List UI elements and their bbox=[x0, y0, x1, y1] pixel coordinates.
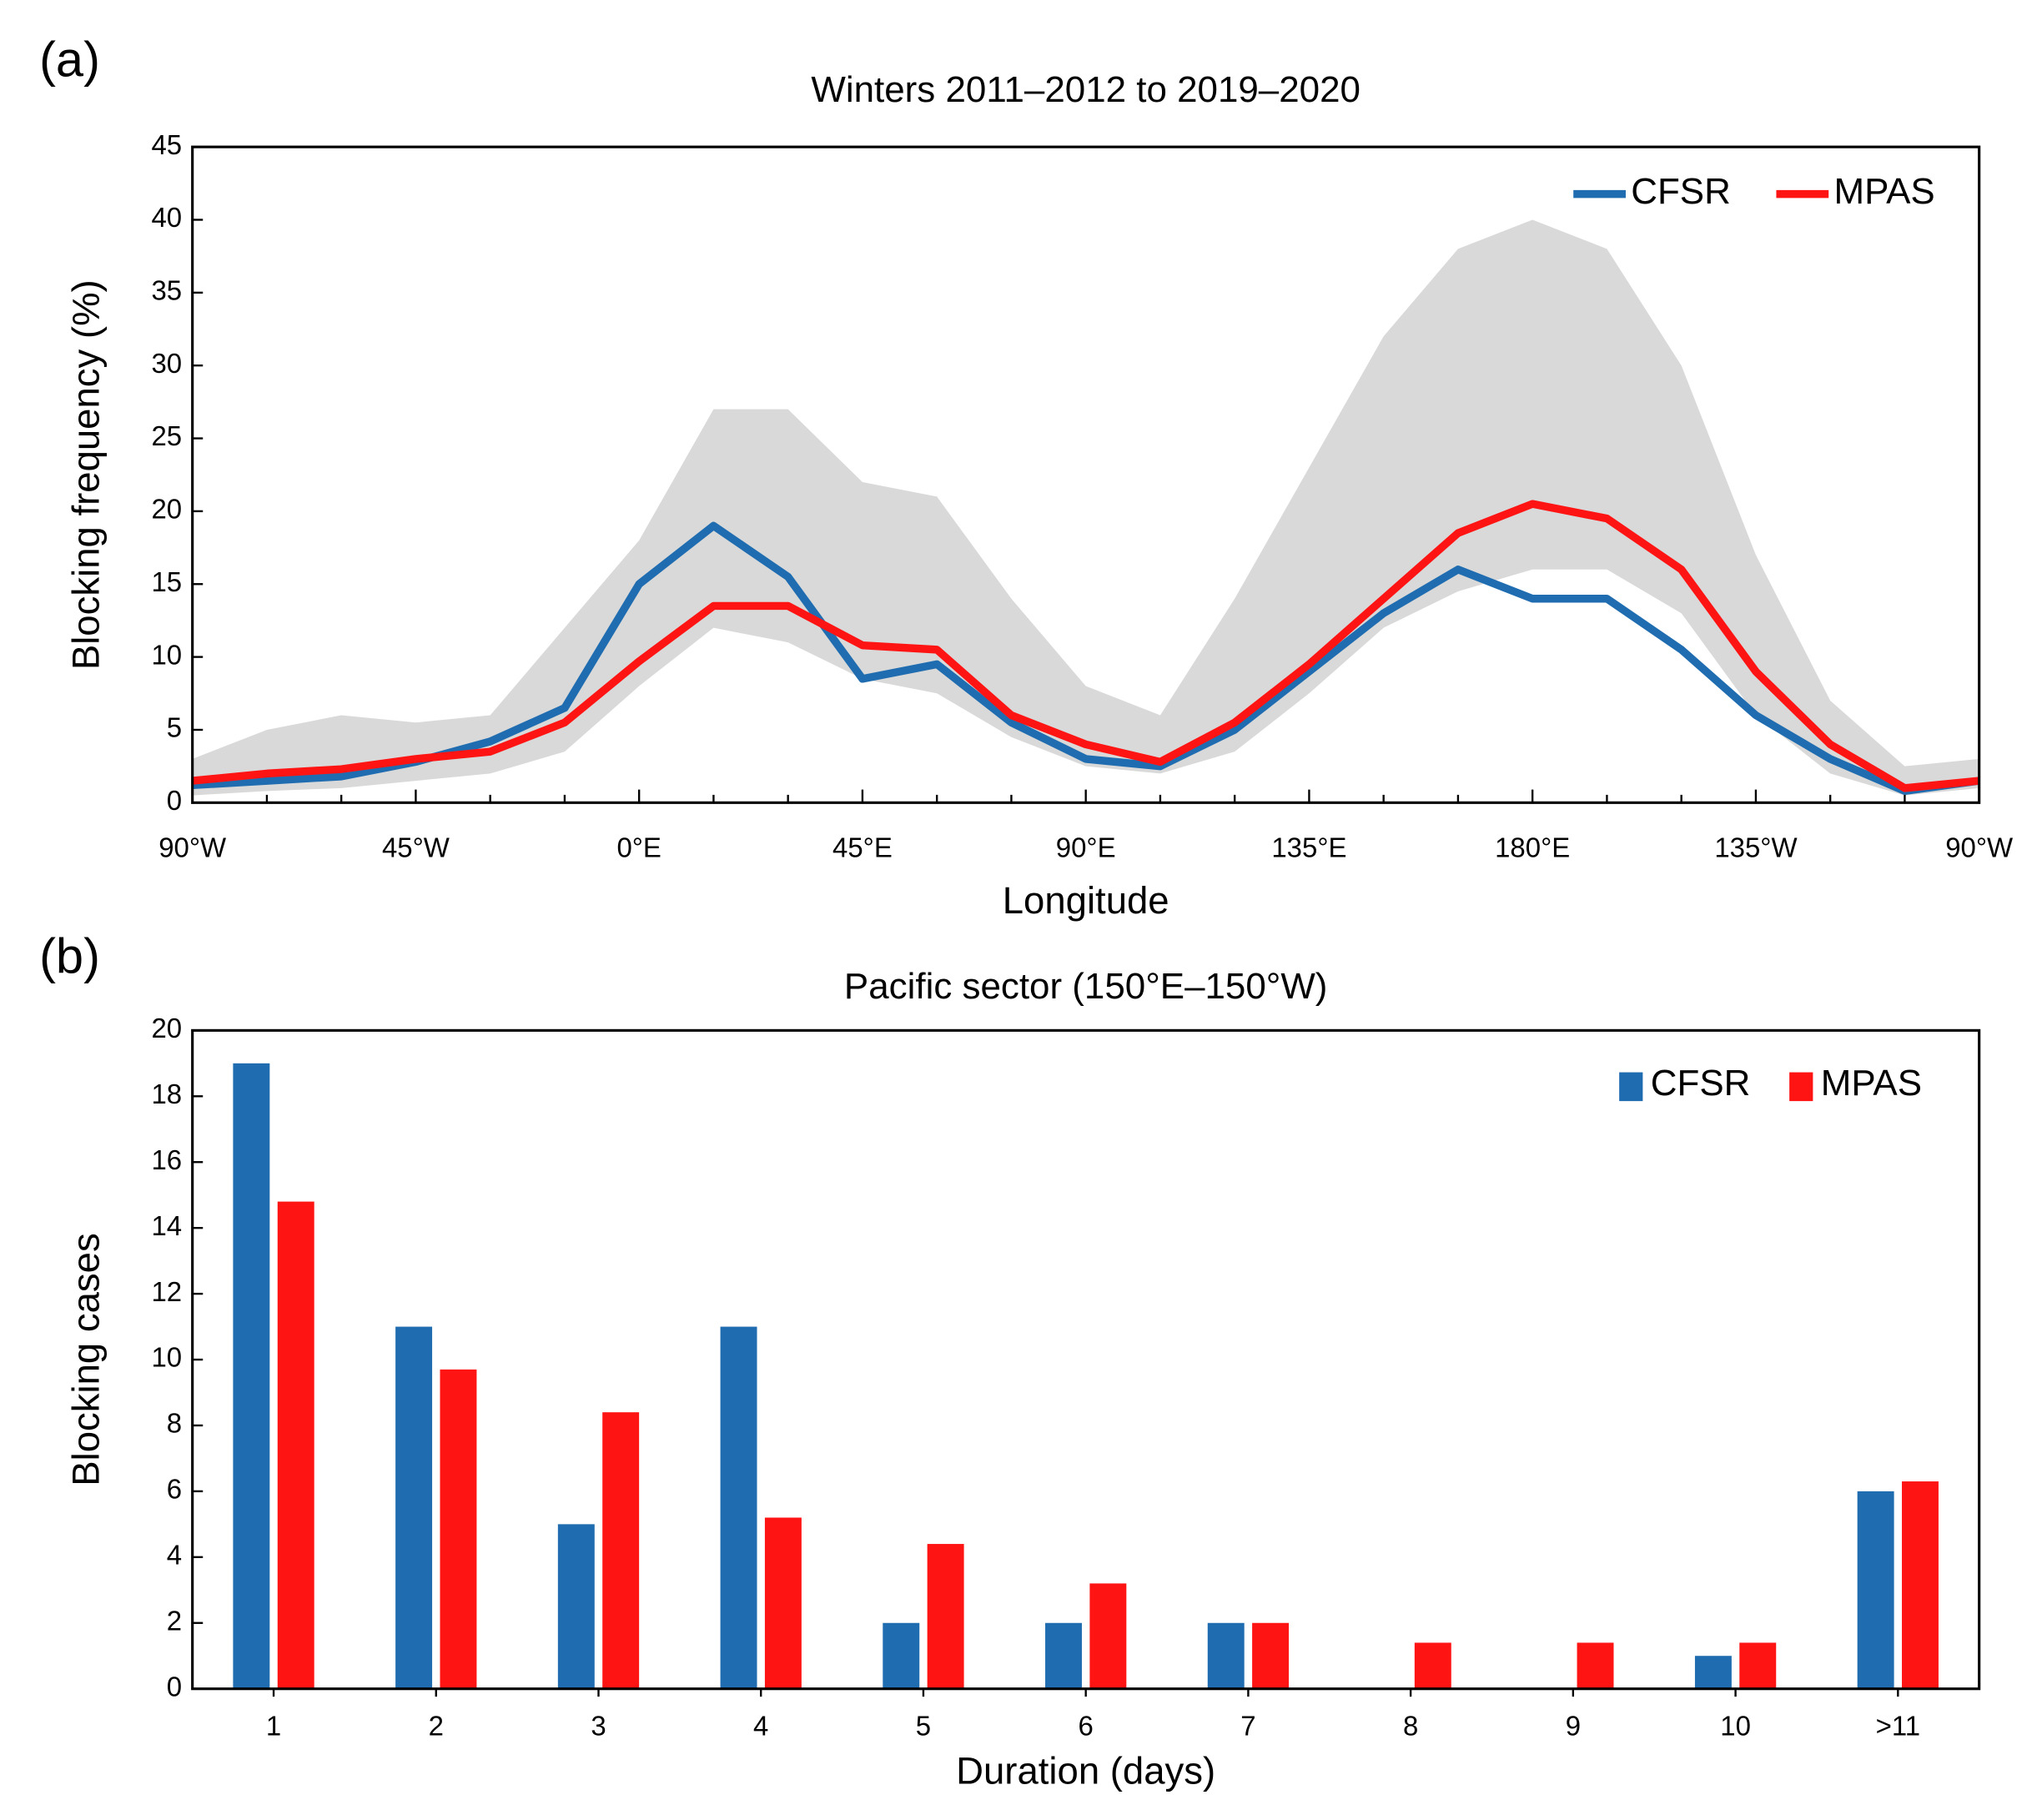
bar bbox=[1045, 1622, 1082, 1689]
bar bbox=[1694, 1656, 1732, 1689]
legend-swatch bbox=[1789, 1072, 1813, 1102]
x-axis-label: Longitude bbox=[1003, 879, 1169, 922]
x-tick-label: 4 bbox=[753, 1710, 768, 1741]
x-tick-label: 3 bbox=[591, 1710, 606, 1741]
y-tick-label: 0 bbox=[167, 1671, 182, 1702]
y-tick-label: 4 bbox=[167, 1540, 182, 1571]
x-tick-label: 135°W bbox=[1714, 832, 1797, 863]
bar bbox=[440, 1369, 477, 1689]
bar bbox=[1252, 1622, 1290, 1689]
y-tick-label: 10 bbox=[151, 639, 182, 670]
bar bbox=[927, 1544, 964, 1689]
legend-label: MPAS bbox=[1821, 1063, 1922, 1104]
bar bbox=[1902, 1481, 1939, 1689]
bar bbox=[277, 1201, 314, 1689]
x-tick-label: 7 bbox=[1240, 1710, 1255, 1741]
y-tick-label: 0 bbox=[167, 785, 182, 816]
plot-frame bbox=[191, 1028, 1981, 1691]
panel-label: (b) bbox=[39, 928, 100, 983]
bar bbox=[1207, 1622, 1245, 1689]
y-tick-label: 25 bbox=[151, 420, 182, 451]
chart-title: Pacific sector (150°E–150°W) bbox=[844, 966, 1328, 1007]
x-tick-label: >11 bbox=[1876, 1710, 1920, 1741]
legend-swatch bbox=[1619, 1072, 1643, 1102]
y-tick-label: 6 bbox=[167, 1474, 182, 1505]
y-tick-label: 20 bbox=[151, 494, 182, 525]
plot-frame bbox=[191, 145, 1981, 804]
y-tick-label: 30 bbox=[151, 348, 182, 379]
bar bbox=[233, 1063, 270, 1689]
x-tick-label: 180°E bbox=[1495, 832, 1570, 863]
y-tick-label: 35 bbox=[151, 275, 182, 306]
y-tick-label: 2 bbox=[167, 1605, 182, 1636]
x-tick-label: 2 bbox=[429, 1710, 444, 1741]
bar bbox=[1857, 1491, 1894, 1689]
x-tick-label: 0°E bbox=[616, 832, 661, 863]
chart-title: Winters 2011–2012 to 2019–2020 bbox=[811, 69, 1360, 110]
range-band bbox=[192, 219, 1979, 796]
y-tick-label: 12 bbox=[151, 1276, 182, 1307]
y-tick-label: 14 bbox=[151, 1210, 182, 1241]
bar bbox=[602, 1412, 640, 1689]
bar bbox=[1577, 1642, 1614, 1689]
y-tick-label: 15 bbox=[151, 566, 182, 597]
bar bbox=[1739, 1642, 1777, 1689]
y-tick-label: 16 bbox=[151, 1144, 182, 1175]
x-tick-label: 9 bbox=[1566, 1710, 1581, 1741]
bar bbox=[1414, 1642, 1451, 1689]
x-tick-label: 10 bbox=[1720, 1710, 1751, 1741]
x-tick-label: 45°W bbox=[382, 832, 450, 863]
bar bbox=[720, 1326, 757, 1689]
y-axis-label: Blocking cases bbox=[65, 1233, 108, 1486]
panel-label: (a) bbox=[39, 31, 100, 87]
line-series bbox=[192, 500, 1980, 792]
x-tick-label: 5 bbox=[916, 1710, 931, 1741]
y-tick-label: 45 bbox=[151, 129, 182, 160]
y-tick-label: 10 bbox=[151, 1342, 182, 1373]
legend-label: MPAS bbox=[1833, 171, 1934, 212]
line-series bbox=[192, 521, 1980, 796]
bar bbox=[883, 1622, 920, 1689]
bar bbox=[395, 1326, 433, 1689]
y-tick-label: 5 bbox=[167, 712, 182, 743]
bar bbox=[764, 1517, 802, 1689]
x-tick-label: 90°W bbox=[158, 832, 226, 863]
y-tick-label: 8 bbox=[167, 1408, 182, 1439]
x-tick-label: 90°W bbox=[1945, 832, 2013, 863]
x-tick-label: 45°E bbox=[832, 832, 893, 863]
legend-label: CFSR bbox=[1631, 171, 1731, 212]
x-tick-label: 6 bbox=[1079, 1710, 1094, 1741]
x-tick-label: 135°E bbox=[1271, 832, 1346, 863]
y-tick-label: 18 bbox=[151, 1078, 182, 1109]
y-tick-label: 40 bbox=[151, 202, 182, 233]
x-tick-label: 1 bbox=[266, 1710, 281, 1741]
y-axis-label: Blocking frequency (%) bbox=[65, 279, 108, 670]
y-tick-label: 20 bbox=[151, 1013, 182, 1043]
x-tick-label: 90°E bbox=[1056, 832, 1116, 863]
bar bbox=[557, 1524, 595, 1689]
x-tick-label: 8 bbox=[1403, 1710, 1418, 1741]
bar bbox=[1089, 1583, 1127, 1689]
x-axis-label: Duration (days) bbox=[956, 1750, 1215, 1792]
legend-label: CFSR bbox=[1651, 1063, 1751, 1104]
